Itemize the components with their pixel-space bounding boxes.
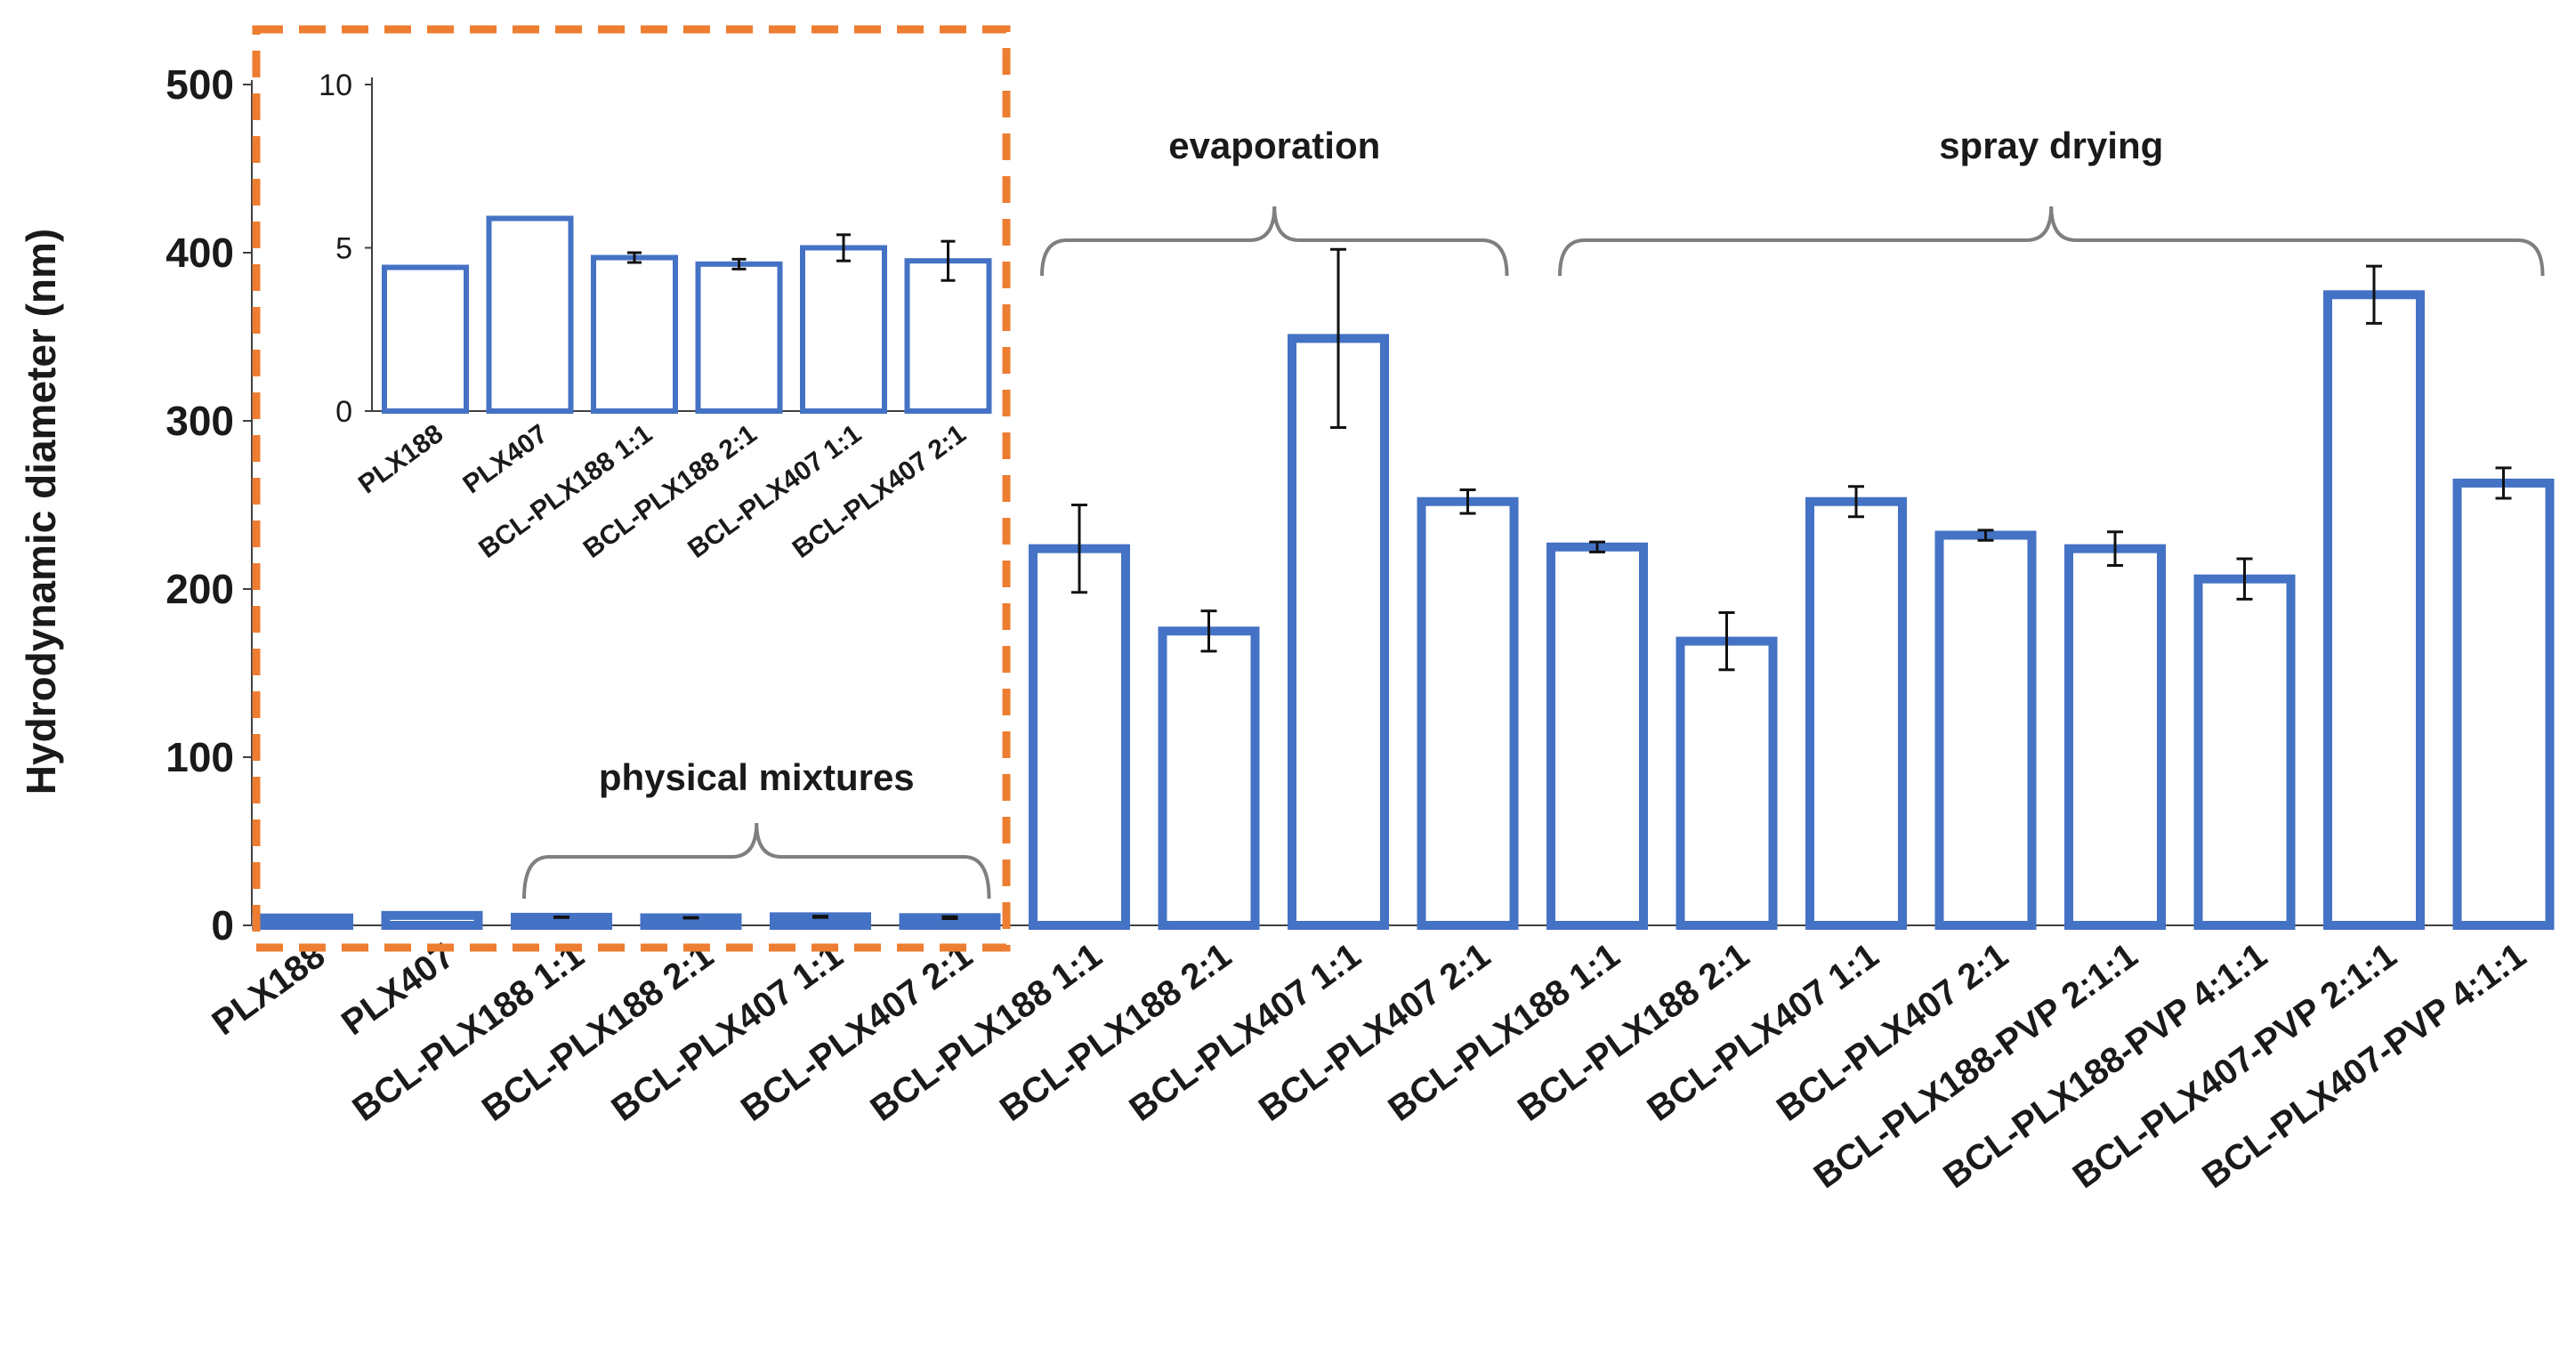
main-y-tick-label: 400: [166, 230, 234, 276]
main-y-tick-label: 300: [166, 398, 234, 444]
main-x-tick-label: PLX188: [205, 936, 332, 1044]
group-label: evaporation: [1168, 125, 1380, 166]
main-x-tick-label: BCL-PLX407 2:1: [734, 936, 980, 1129]
main-x-tick-label: BCL-PLX407 2:1: [1252, 936, 1498, 1129]
inset-bar: [695, 261, 783, 414]
inset-x-tick-label: PLX188: [353, 419, 448, 499]
main-bar: [1158, 626, 1260, 930]
main-bar: [381, 910, 483, 930]
main-y-tick-label: 200: [166, 566, 234, 612]
main-x-tick-label: BCL-PLX188 1:1: [1381, 936, 1627, 1129]
group-bracket: [522, 822, 991, 900]
main-x-tick-label: BCL-PLX188 2:1: [993, 936, 1239, 1129]
main-x-tick-label: BCL-PLX407 1:1: [604, 936, 850, 1129]
main-x-tick-label: BCL-PLX188 2:1: [475, 936, 721, 1129]
main-x-tick-label: BCL-PLX407 1:1: [1122, 936, 1368, 1129]
inset-bar: [486, 215, 574, 414]
inset-x-tick-label: BCL-PLX188 1:1: [473, 419, 658, 564]
group-label: physical mixtures: [599, 756, 915, 798]
main-bar: [2323, 290, 2425, 930]
inset-x-tick-label: BCL-PLX407 2:1: [787, 419, 972, 564]
main-bar: [1029, 544, 1130, 930]
y-axis-label: Hydrodynamic diameter (nm): [18, 229, 64, 795]
main-x-tick-label: BCL-PLX188 1:1: [863, 936, 1109, 1129]
inset-x-tick-label: BCL-PLX407 1:1: [682, 419, 867, 564]
main-x-tick-label: BCL-PLX188 1:1: [345, 936, 591, 1129]
main-y-tick-label: 500: [166, 61, 234, 108]
inset-bar: [800, 245, 887, 414]
inset-bar: [382, 264, 469, 414]
main-bar: [1546, 542, 1648, 930]
main-axes: [251, 80, 2534, 926]
main-y-tick-label: 100: [166, 734, 234, 780]
inset-y-tick-label: 0: [335, 395, 352, 429]
main-bar: [1805, 496, 1907, 930]
inset-bars: [382, 215, 992, 415]
main-bar: [1417, 496, 1519, 930]
inset-bar: [591, 254, 678, 415]
group-brackets: physical mixtures evaporation spray drying: [522, 125, 2545, 900]
main-x-tick-label: BCL-PLX407 2:1: [1770, 936, 2015, 1129]
main-bar: [1676, 636, 1778, 931]
main-y-tick-label: 0: [211, 902, 234, 948]
inset-bar: [904, 258, 992, 414]
main-bar: [1934, 530, 2037, 931]
group-label: spray drying: [1939, 125, 2163, 166]
main-bars: [252, 247, 2555, 931]
inset-highlight-box: [252, 25, 1011, 952]
main-bar: [2064, 544, 2166, 930]
inset-y-tick-label: 5: [335, 232, 352, 266]
main-bar: [252, 913, 353, 930]
main-x-tick-label: BCL-PLX407 1:1: [1640, 936, 1886, 1129]
main-bar: [2193, 574, 2296, 930]
main-bar: [2452, 478, 2555, 930]
inset-y-tick-label: 10: [319, 69, 352, 102]
main-y-ticks: 0 100 200 300 400 500: [166, 61, 252, 948]
inset-x-tick-label: BCL-PLX188 2:1: [578, 419, 763, 564]
main-x-tick-label: BCL-PLX188 2:1: [1511, 936, 1756, 1129]
group-bracket: [1558, 206, 2545, 277]
inset-y-ticks: 0 5 10: [319, 69, 372, 429]
inset-x-tick-label: PLX407: [458, 419, 553, 499]
main-bar: [1288, 334, 1389, 930]
group-bracket: [1040, 206, 1509, 277]
